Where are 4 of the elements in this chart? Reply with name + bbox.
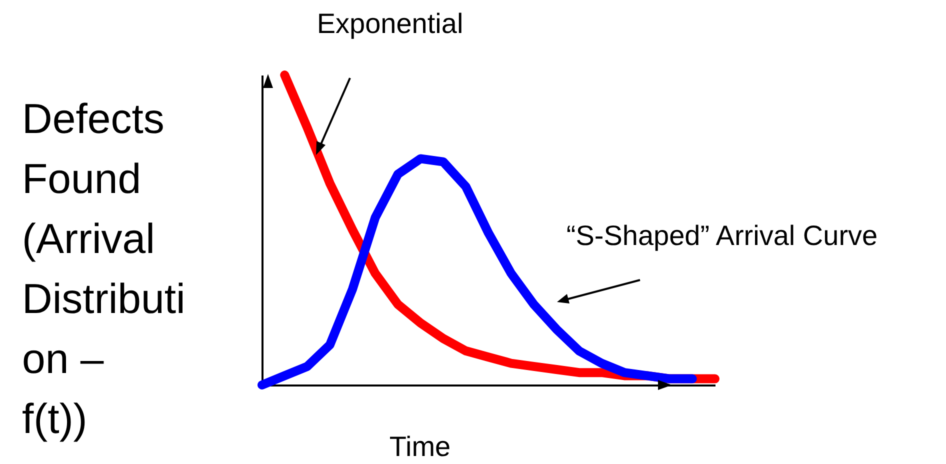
y-axis-title: Defects Found (Arrival Distribution – f(t)) <box>22 95 186 442</box>
text: “S-Shaped” Arrival Curve <box>566 220 878 251</box>
x-axis-title: Time <box>389 431 451 462</box>
series-label: Exponential <box>316 8 464 39</box>
